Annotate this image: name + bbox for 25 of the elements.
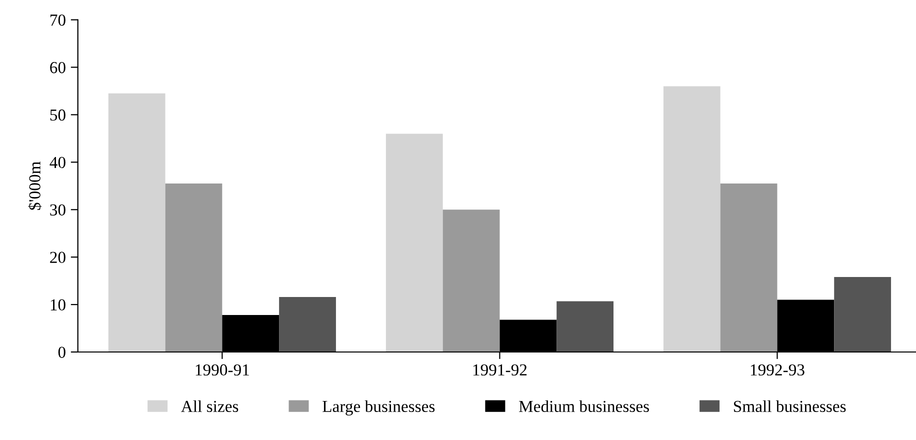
bar [442,210,500,352]
y-tick-label: 50 [50,109,66,121]
legend-label: Medium businesses [519,400,649,412]
bar [834,277,892,352]
legend-label: All sizes [181,400,238,412]
y-axis-title: $'000m [28,162,42,210]
y-tick-label: 40 [50,156,66,168]
bar [556,301,614,352]
x-tick-label: 1990-91 [196,364,249,376]
bar [663,86,720,352]
bar [165,184,222,352]
y-tick-label: 0 [58,346,66,358]
y-tick-label: 20 [50,252,66,264]
legend-label: Small businesses [734,400,846,412]
bar [386,134,443,352]
y-tick-label: 70 [50,14,66,26]
x-tick-label: 1991-92 [473,364,527,376]
x-tick-label: 1992-93 [750,364,804,376]
legend-label: Large businesses [322,400,435,416]
y-tick-label: 30 [50,204,66,216]
bar [720,184,778,352]
bar [279,296,336,352]
bar [108,93,166,352]
y-tick-label: 60 [50,62,66,74]
y-tick-label: 10 [50,299,66,310]
